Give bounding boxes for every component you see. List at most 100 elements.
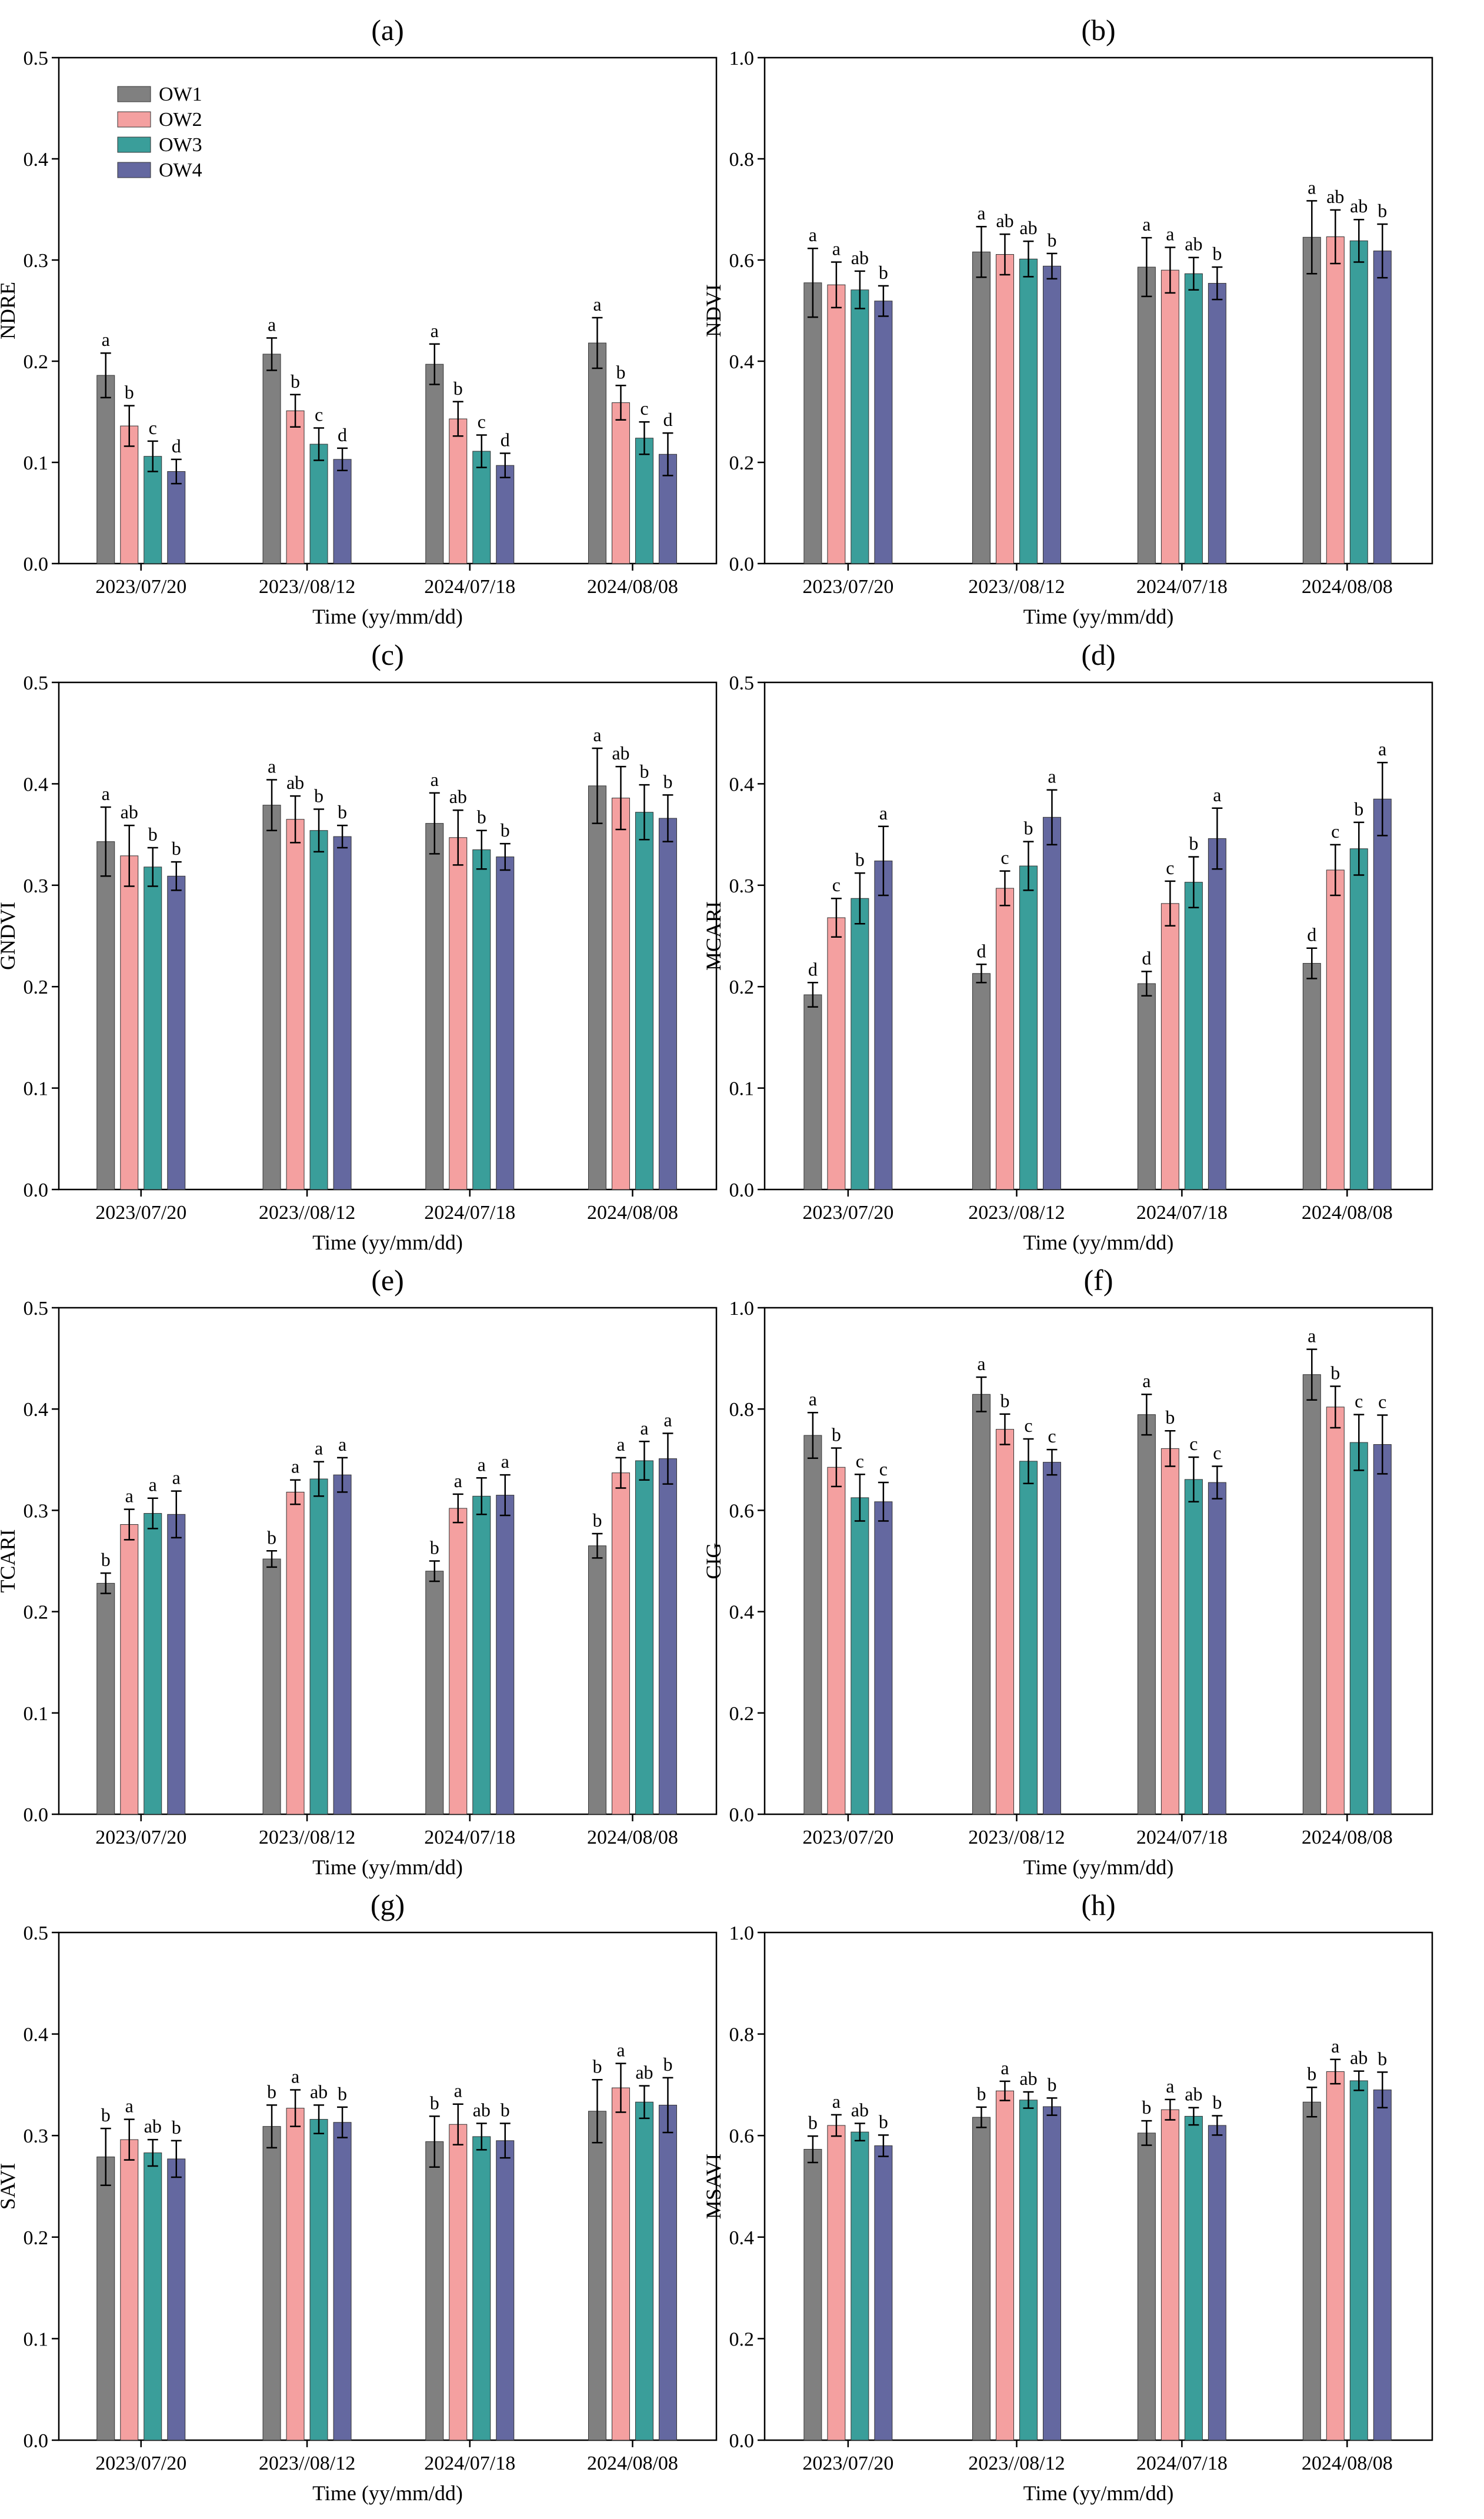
bar-ow1 [972, 2117, 991, 2441]
y-axis-label: SAVI [0, 2163, 19, 2210]
bar-ow3 [309, 444, 328, 564]
y-axis-label: TCARI [0, 1530, 19, 1593]
significance-letter: c [1355, 1391, 1363, 1412]
significance-letter: d [338, 424, 347, 445]
significance-letter: b [1212, 2092, 1222, 2113]
bar-ow3 [472, 2136, 491, 2441]
y-tick-label: 0.3 [24, 2125, 49, 2147]
bar-ow1 [262, 354, 281, 564]
significance-letter: b [976, 2083, 986, 2104]
bar-ow2 [1160, 1448, 1179, 1815]
bar-ow3 [635, 812, 653, 1190]
x-tick-label: 2023/07/20 [802, 576, 893, 598]
bar-ow2 [1160, 269, 1179, 564]
y-axis-label: NDRE [0, 282, 19, 339]
significance-letter: ab [1185, 234, 1202, 255]
significance-letter: a [1048, 766, 1056, 787]
x-tick-label: 2023/07/20 [802, 1827, 893, 1848]
bar-ow1 [1302, 236, 1321, 564]
x-tick-label: 2023//08/12 [968, 1202, 1065, 1224]
bar-ow4 [1373, 798, 1392, 1190]
y-tick-label: 0.1 [24, 1703, 49, 1725]
y-tick-label: 0.4 [729, 774, 755, 795]
significance-letter: b [314, 785, 324, 807]
x-tick-label: 2024/08/08 [587, 1202, 678, 1224]
bar-ow4 [1042, 817, 1061, 1190]
significance-letter: a [593, 724, 601, 745]
significance-letter: a [1213, 784, 1221, 805]
significance-letter: a [431, 320, 439, 341]
y-tick-label: 0.8 [729, 2024, 755, 2046]
y-tick-label: 0.2 [24, 2227, 49, 2249]
y-tick-label: 0.4 [24, 774, 49, 795]
bar-ow4 [167, 1514, 186, 1815]
significance-letter: b [172, 2117, 181, 2138]
bar-ow1 [803, 994, 822, 1190]
bar-ow4 [658, 818, 677, 1190]
bar-ow3 [1019, 2100, 1038, 2441]
y-tick-label: 0.0 [729, 1804, 755, 1826]
y-tick-label: 0.0 [24, 1179, 49, 1201]
significance-letter: b [477, 807, 486, 828]
x-tick-label: 2024/08/08 [1302, 1827, 1393, 1848]
significance-letter: c [1048, 1425, 1056, 1447]
bar-ow4 [874, 860, 893, 1190]
significance-letter: a [125, 1485, 134, 1507]
significance-letter: c [478, 411, 486, 432]
plot-frame [58, 1307, 718, 1815]
y-tick-label: 0.1 [24, 2328, 49, 2350]
significance-letter: d [976, 940, 986, 961]
significance-letter: c [832, 874, 841, 895]
significance-letter: a [616, 1434, 625, 1455]
bar-ow3 [851, 1497, 869, 1815]
significance-letter: a [879, 802, 888, 824]
bar-ow2 [286, 819, 305, 1190]
bar-ow3 [144, 867, 162, 1190]
significance-letter: b [338, 801, 347, 822]
significance-letter: c [856, 1450, 864, 1471]
x-tick-label: 2023/07/20 [95, 1827, 186, 1848]
legend-swatch-ow2 [117, 111, 151, 128]
y-tick-label: 0.4 [729, 351, 755, 373]
panel-b: (b) 0.0 0.2 0.4 0.6 0.8 1.0 NDVI Time (yy/mm/dd)… [702, 14, 1433, 628]
plot-frame [58, 681, 718, 1191]
bar-ow4 [1042, 265, 1061, 564]
significance-letter: c [315, 404, 323, 425]
bar-ow3 [144, 456, 162, 564]
significance-letter: a [832, 238, 841, 259]
significance-letter: a [1166, 224, 1174, 245]
significance-letter: d [1307, 924, 1316, 945]
significance-letter: d [663, 409, 672, 430]
significance-letter: b [1378, 200, 1387, 221]
bar-ow2 [120, 855, 139, 1190]
plot-frame [58, 1931, 718, 2441]
bar-ow1 [803, 1435, 822, 1815]
y-tick-label: 0.3 [729, 875, 755, 897]
significance-letter: b [453, 378, 463, 399]
bar-ow2 [449, 2124, 468, 2441]
significance-letter: b [1378, 2048, 1387, 2069]
significance-letter: b [879, 2111, 888, 2132]
significance-letter: a [102, 329, 110, 350]
significance-letter: b [879, 262, 888, 283]
x-axis-label: Time (yy/mm/dd) [1023, 1231, 1174, 1254]
x-tick-label: 2024/07/18 [424, 2453, 515, 2474]
y-tick-label: 0.0 [24, 2430, 49, 2452]
bar-ow1 [588, 2111, 606, 2441]
bar-ow1 [588, 1545, 606, 1815]
bar-ow2 [286, 2108, 305, 2441]
x-tick-label: 2023/07/20 [95, 576, 186, 598]
bar-ow2 [995, 254, 1014, 564]
y-tick-label: 0.6 [729, 1500, 755, 1522]
legend-label-ow3: OW3 [159, 134, 202, 156]
y-axis-label: CIG [702, 1543, 725, 1580]
bar-ow3 [635, 1460, 653, 1815]
x-tick-label: 2024/08/08 [1302, 1202, 1393, 1224]
significance-letter: b [101, 2104, 111, 2125]
y-tick-label: 0.5 [24, 1922, 49, 1944]
significance-letter: a [663, 1410, 672, 1431]
significance-letter: c [149, 417, 157, 438]
legend-label-ow2: OW2 [159, 109, 202, 131]
significance-letter: a [478, 1454, 486, 1475]
bar-ow3 [309, 2119, 328, 2441]
